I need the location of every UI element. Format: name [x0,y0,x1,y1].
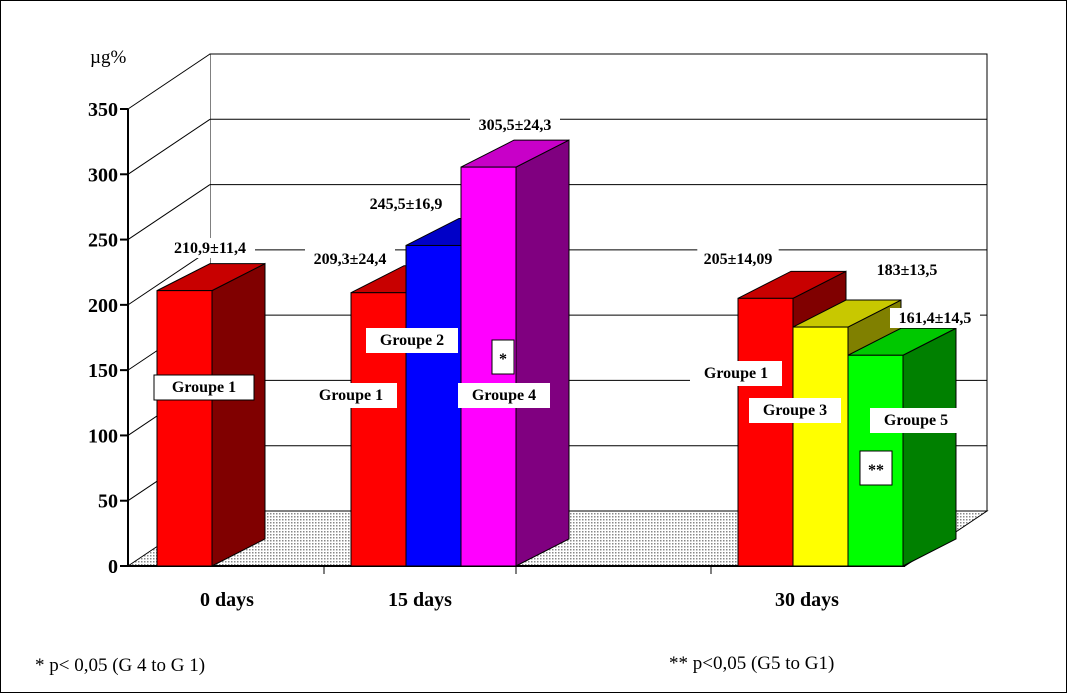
group-label: Groupe 5 [884,412,948,429]
bar [156,290,213,567]
group-label-bg [305,383,397,408]
gridline-depth [127,53,211,110]
group-label-bg [458,383,550,408]
y-tick-label: 350 [88,99,118,121]
gridline-depth [127,249,211,306]
bar-groupe-4-15-days [460,139,570,567]
data-label-bg [305,249,395,269]
y-tick-label: 50 [98,491,118,513]
y-tick-label: 150 [88,360,118,382]
footnote-1: * p< 0,05 (G 4 to G 1) [35,655,205,676]
group-label: Groupe 4 [472,387,536,404]
data-label-bg [697,249,779,269]
bar-groupe-1-0-days [156,262,266,567]
data-label: 245,5±16,9 [370,196,443,213]
data-label: 305,5±24,3 [479,117,552,134]
y-tick-label: 200 [88,295,118,317]
y-tick-label: 300 [88,164,118,186]
significance-box [859,450,893,486]
data-label-bg [890,308,980,328]
bar-groupe-5-30-days [847,327,957,567]
group-label-bg [870,408,962,433]
bar [405,244,462,567]
significance-box [491,339,515,375]
group-label: Groupe 1 [704,365,768,382]
data-label-bg [165,238,255,258]
data-label: 161,4±14,5 [899,310,972,327]
group-label-bg [749,398,841,423]
data-label: 209,3±24,4 [314,251,387,268]
data-label-bg [470,115,560,135]
x-tick-label: 15 days [388,589,452,611]
data-label: 183±13,5 [877,262,938,279]
data-label: 205±14,09 [704,251,773,268]
group-label-bg [366,328,458,353]
group-label: Groupe 3 [763,402,827,419]
x-tick-label: 0 days [200,589,254,611]
y-tick-label: 100 [88,425,118,447]
group-label: Groupe 1 [172,379,236,396]
group-label-bg [690,361,782,386]
group-label-bg [153,374,255,401]
footnote-2: ** p<0,05 (G5 to G1) [669,653,834,674]
bar-side [211,262,266,567]
data-label-bg [361,194,451,214]
bar-side [515,139,570,567]
y-tick-label: 0 [108,556,118,578]
gridline-depth [127,184,211,240]
bar-side [902,327,957,567]
gridline-depth [127,118,211,175]
group-label: Groupe 1 [319,387,383,404]
significance-marker: ** [868,462,884,479]
y-tick-label: 250 [88,230,118,252]
significance-marker: * [499,351,507,368]
data-label-bg [870,260,944,280]
x-tick-label: 30 days [775,589,839,611]
bar [792,326,849,567]
group-label: Groupe 2 [380,332,444,349]
bar [737,297,794,567]
data-label: 210,9±11,4 [174,240,246,257]
unit-label: µg% [90,47,126,68]
